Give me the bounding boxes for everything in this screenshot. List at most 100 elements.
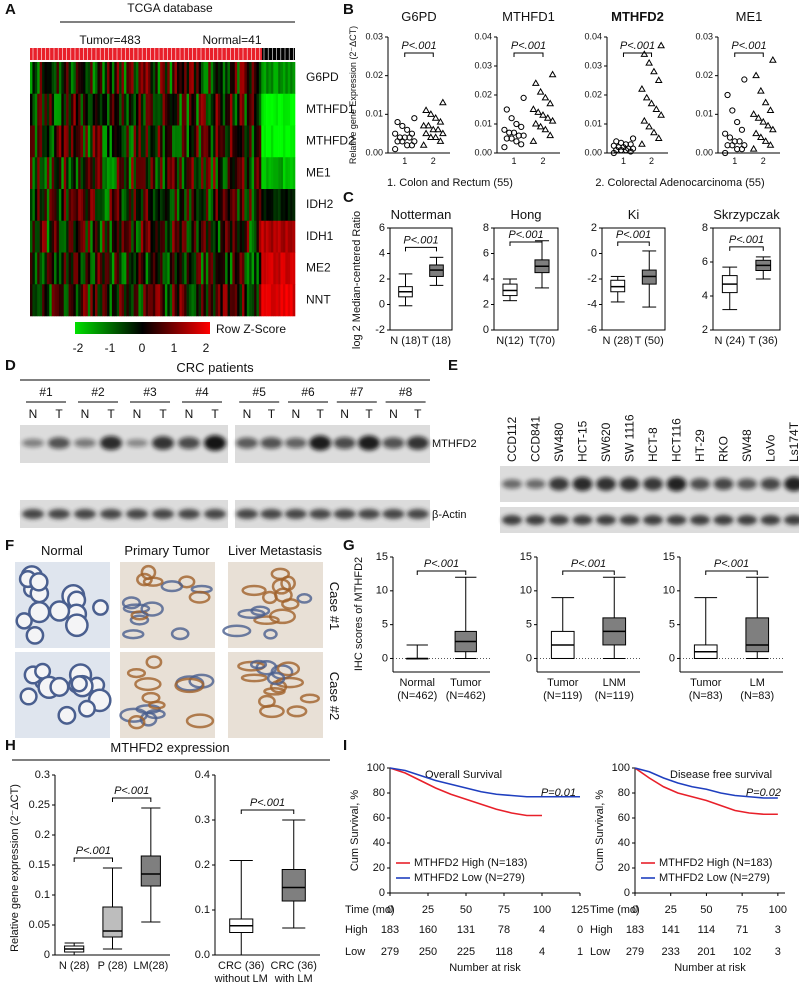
heatmap-cell: [157, 125, 161, 158]
heatmap-cell: [278, 62, 281, 95]
significance-bracket: [513, 52, 544, 57]
heatmap-cell: [189, 189, 192, 222]
heatmap-cell: [44, 93, 48, 126]
heatmap-cell: [258, 125, 262, 158]
heatmap-cell: [143, 62, 146, 95]
heatmap-cell: [83, 93, 86, 126]
heatmap-cell: [109, 93, 113, 126]
heatmap-cell: [263, 157, 267, 190]
heatmap-cell: [237, 220, 240, 253]
x-axis-label: Time (mo): [345, 904, 395, 916]
heatmap-cell: [109, 220, 113, 253]
heatmap-cell: [42, 220, 45, 253]
heatmap-cell: [229, 284, 233, 317]
heatmap-cell: [42, 62, 45, 95]
heatmap-cell: [32, 93, 36, 126]
risk-count: 3: [775, 946, 781, 958]
chart-title: Hong: [510, 207, 541, 222]
heatmap-cell: [270, 157, 274, 190]
heatmap-cell: [164, 252, 168, 285]
heatmap-cell: [282, 284, 286, 317]
heatmap-cell: [37, 220, 40, 253]
y-axis-label: IHC scores of MTHFD2: [353, 557, 365, 671]
blot-band: [549, 477, 569, 491]
heatmap-cell: [61, 62, 65, 95]
heatmap-cell: [167, 252, 171, 285]
chart-title: ME1: [736, 9, 763, 24]
heatmap-cell: [258, 284, 262, 317]
heatmap-cell: [92, 125, 96, 158]
heatmap-cell: [287, 157, 291, 190]
risk-count: 201: [697, 946, 715, 958]
heatmap-cell: [85, 125, 89, 158]
p-value: P<.001: [114, 785, 149, 797]
heatmap-cell: [290, 220, 293, 253]
heatmap-cell: [246, 157, 250, 190]
heatmap-cell: [239, 220, 243, 253]
heatmap-cell: [119, 157, 122, 190]
heatmap-cell: [172, 189, 175, 222]
heatmap-cell: [203, 220, 207, 253]
crypt: [64, 613, 89, 638]
heatmap-cell: [278, 93, 281, 126]
heatmap-cell: [196, 189, 199, 222]
heatmap-cell: [157, 252, 161, 285]
risk-count: 1: [577, 946, 583, 958]
blot-band: [382, 437, 405, 449]
panel-label: I: [343, 737, 347, 754]
heatmap-cell: [239, 252, 243, 285]
heatmap-cell: [256, 284, 260, 317]
heatmap-cell: [172, 284, 175, 317]
data-point: [657, 111, 665, 118]
heatmap-cell: [157, 220, 161, 253]
heatmap-cell: [270, 189, 274, 222]
row-label: Case #1: [327, 582, 342, 630]
heatmap-cell: [184, 62, 187, 95]
chart-title: G6PD: [401, 9, 436, 24]
heatmap-cell: [46, 93, 50, 126]
heatmap-cell: [99, 252, 103, 285]
heatmap-cell: [97, 284, 101, 317]
heatmap-cell: [58, 93, 62, 126]
heatmap-cell: [258, 189, 262, 222]
x-tick-label: (N=462): [397, 690, 437, 702]
heatmap-cell: [63, 62, 67, 95]
heatmap-cell: [111, 284, 115, 317]
heatmap-cell: [109, 284, 113, 317]
heatmap-cell: [290, 189, 293, 222]
data-point: [654, 134, 663, 141]
data-point: [768, 55, 777, 63]
blot-band: [690, 478, 710, 490]
x-tick-label: P (28): [98, 960, 128, 972]
heatmap-cell: [246, 284, 250, 317]
heatmap-cell: [244, 125, 248, 158]
heatmap-cell: [282, 220, 286, 253]
heatmap-cell: [150, 62, 154, 95]
heatmap-cell: [107, 62, 110, 95]
cell-line-label: SW48: [740, 429, 754, 462]
heatmap-cell: [232, 157, 236, 190]
heatmap-cell: [278, 189, 281, 222]
heatmap-cell: [61, 189, 65, 222]
heatmap-cell: [145, 284, 149, 317]
heatmap-cell: [263, 62, 267, 95]
heatmap-cell: [121, 189, 125, 222]
tumor-gland: [281, 598, 300, 610]
heatmap-cell: [150, 125, 154, 158]
heatmap-title: TCGA database: [127, 1, 213, 15]
blot-band: [502, 515, 522, 525]
data-point: [738, 126, 746, 133]
tumor-gland: [140, 601, 164, 617]
heatmap-cell: [68, 93, 72, 126]
heatmap-cell: [155, 284, 158, 317]
y-tick-label: 4: [483, 273, 489, 285]
heatmap-cell: [227, 220, 231, 253]
heatmap-cell: [193, 157, 197, 190]
scale-tick: 0: [139, 341, 146, 355]
heatmap-cell: [99, 93, 103, 126]
heatmap-cell: [282, 125, 286, 158]
heatmap-cell: [268, 125, 272, 158]
heatmap-cell: [160, 220, 163, 253]
heatmap-cell: [217, 157, 221, 190]
heatmap-cell: [87, 189, 91, 222]
